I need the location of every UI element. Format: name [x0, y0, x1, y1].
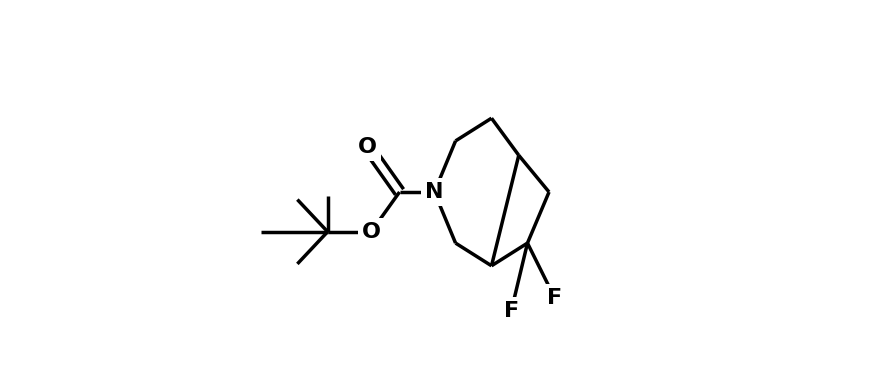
Text: F: F [503, 301, 519, 321]
Text: N: N [425, 182, 443, 202]
Text: O: O [358, 137, 377, 157]
Text: O: O [361, 222, 381, 242]
Text: F: F [547, 288, 563, 308]
